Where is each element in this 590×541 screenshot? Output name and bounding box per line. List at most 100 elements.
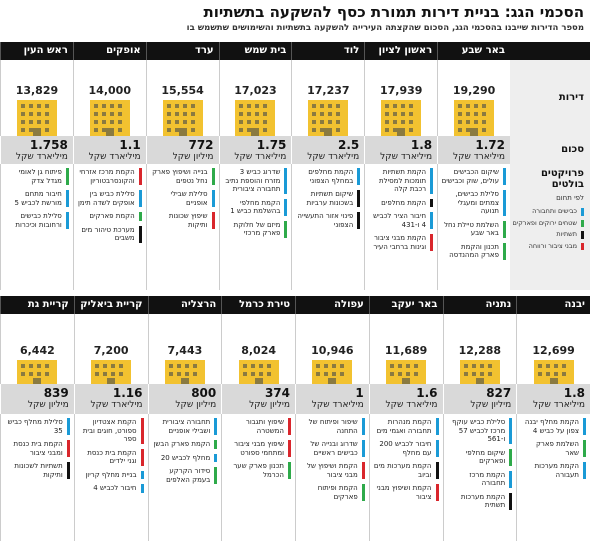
- project-item: סלילת מחלף כביש 35: [4, 418, 70, 435]
- building-part: [242, 372, 247, 376]
- building-part: [174, 112, 179, 116]
- building-part: [406, 364, 411, 368]
- building-part: [182, 112, 187, 116]
- amount-unit: מיליארד שקל: [380, 152, 433, 162]
- building-part: [312, 120, 317, 124]
- building-part: [390, 372, 395, 376]
- city-header: ראשון לציון: [364, 42, 438, 60]
- project-item: שיפוץ שכונות ותיקות: [150, 212, 215, 229]
- legend-entry: שטחים ירוקים ופארקים: [510, 219, 584, 227]
- building-part: [401, 120, 406, 124]
- project-item: הקמת אצטדיון ספורט, חוגים ובית ספר: [78, 418, 144, 444]
- building-part: [401, 104, 406, 108]
- amount-value: 800: [191, 386, 217, 400]
- projects-cell: הקמת תשתיות תומכות למסילת רכבת קלה הקמת מ…: [364, 164, 437, 290]
- building-part: [466, 112, 471, 116]
- amount-cell: 772 מיליון שקל: [145, 136, 219, 164]
- building-icon: [308, 100, 349, 136]
- building-part: [474, 120, 479, 124]
- building-part: [21, 364, 26, 368]
- building-part: [471, 364, 476, 368]
- amount-value: 2.5: [338, 138, 360, 152]
- building-part: [254, 378, 263, 386]
- city-header: ערד: [145, 42, 219, 60]
- projects-cell: שיפוץ ותגבור המשטרה שיפוץ מבני ציבור ומתח…: [221, 414, 295, 541]
- units-value: 19,290: [452, 84, 496, 97]
- project-item: חיבור לכביש 200 עם מחלף: [373, 440, 439, 457]
- building-part: [466, 128, 471, 132]
- project-item: הקמת תשתיות תומכות למסילת רכבת קלה: [368, 168, 434, 194]
- project-item: פינוי אזור התעשייה הצפוני: [295, 212, 361, 229]
- project-item: הקמת פארקים: [77, 212, 142, 221]
- project-item: הקמת מרכז תחבורה: [447, 470, 513, 488]
- building-icon: [235, 100, 276, 136]
- project-item: הקמת פארק הבשן: [152, 440, 218, 449]
- units-cell: 17,939: [364, 60, 438, 136]
- amount-unit: מיליון שקל: [175, 400, 217, 410]
- amount-unit: מיליארד שקל: [88, 152, 141, 162]
- amount-value: 1.1: [119, 138, 141, 152]
- building-icon: [386, 360, 427, 386]
- building-part: [463, 364, 468, 368]
- building-part: [336, 112, 341, 116]
- building-part: [266, 364, 271, 368]
- project-item: הקמת מנהרות תחבורה ואגמי מים: [373, 418, 439, 435]
- building-part: [33, 378, 42, 386]
- building-part: [119, 372, 124, 376]
- building-part: [336, 104, 341, 108]
- projects-cell: שיפור ופיתוח של התחנה שדרוג ובנייה של כבי…: [295, 414, 369, 541]
- amount-cell: 1.758 מיליארד שקל: [0, 136, 73, 164]
- amount-value: 1: [355, 386, 364, 400]
- amount-cell: 1.72 מיליארד שקל: [437, 136, 510, 164]
- building-part: [482, 120, 487, 124]
- building-part: [385, 112, 390, 116]
- building-part: [182, 104, 187, 108]
- building-part: [328, 112, 333, 116]
- building-part: [320, 120, 325, 124]
- building-part: [466, 104, 471, 108]
- building-part: [166, 120, 171, 124]
- building-part: [393, 120, 398, 124]
- building-part: [393, 104, 398, 108]
- building-part: [168, 372, 173, 376]
- projects-cell: הקמת אצטדיון ספורט, חוגים ובית ספר הקמת ב…: [73, 414, 148, 541]
- building-icon: [459, 360, 500, 386]
- units-cell: 15,554: [145, 60, 219, 136]
- row-label-units: דירות: [558, 92, 584, 103]
- city-header: ראש העין: [0, 42, 73, 60]
- projects-cell: פיתוח גן לאומי מגדל צדק חיבור מתחם מורשת …: [0, 164, 73, 290]
- amount-cell: 1.8 מיליארד שקל: [516, 384, 590, 414]
- project-item: הקמת ושיפוץ של מבני ציבור: [299, 462, 365, 479]
- building-part: [402, 378, 411, 386]
- building-part: [93, 128, 98, 132]
- projects-cell: תחבורה ציבורית ושבילי אופניים הקמת פארק ה…: [147, 414, 222, 541]
- amount-value: 1.8: [410, 138, 433, 152]
- building-part: [182, 120, 187, 124]
- amount-cell: 1.16 מיליארד שקל: [73, 384, 148, 414]
- building-part: [178, 128, 187, 136]
- subtitle: מספר הדירות שייבנו בהסכמי הגג, הסכום שהק…: [186, 23, 584, 33]
- building-part: [44, 120, 49, 124]
- units-value: 12,288: [458, 344, 502, 357]
- building-part: [475, 378, 484, 386]
- building-part: [487, 364, 492, 368]
- building-icon: [238, 360, 279, 386]
- project-item: תשתיות לשכונות ותיקות: [4, 462, 70, 479]
- project-item: השלמת פארק שאר: [520, 440, 586, 457]
- building-part: [328, 104, 333, 108]
- projects-cell: הקמת מרכז אזרחי והקונסרבטוריון סלילת כביש…: [72, 164, 146, 290]
- building-part: [406, 372, 411, 376]
- building-part: [93, 104, 98, 108]
- building-part: [482, 112, 487, 116]
- units-cell: 17,023: [218, 60, 292, 136]
- building-part: [390, 364, 395, 368]
- projects-cell: שיקום הכבישים עולים, שוק וכבישים סלילת כב…: [437, 164, 510, 290]
- project-item: בניית מחלף קריון: [78, 470, 144, 479]
- units-cell: 11,689: [368, 314, 443, 386]
- city-header: לוד: [291, 42, 365, 60]
- building-part: [95, 364, 100, 368]
- project-item: שיקום תשתיות בשכונות ערביות: [295, 190, 361, 207]
- building-part: [463, 372, 468, 376]
- building-part: [103, 372, 108, 376]
- building-part: [385, 120, 390, 124]
